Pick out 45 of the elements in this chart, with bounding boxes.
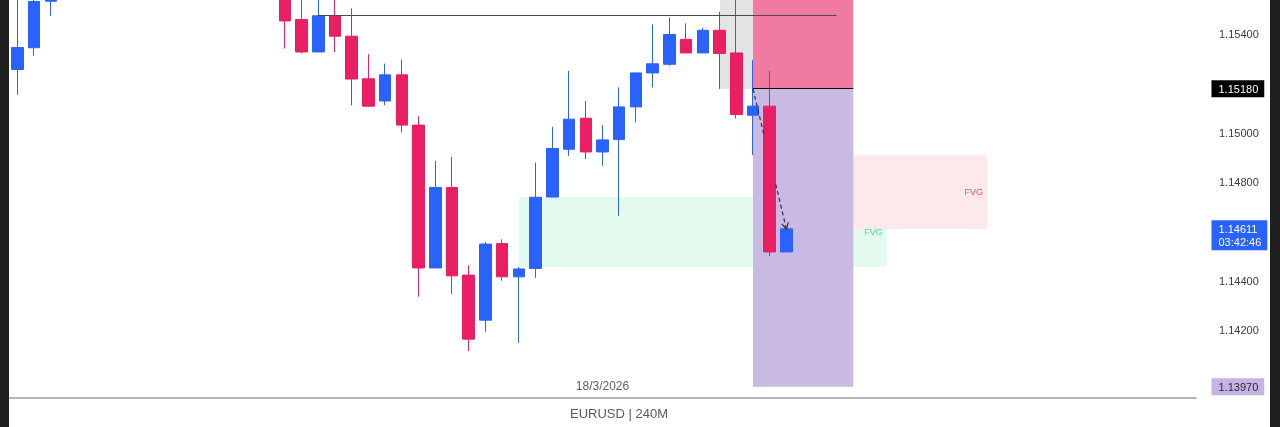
candlestick (747, 59, 759, 156)
candlestick (613, 86, 625, 217)
text: 1.13970 (1218, 380, 1259, 393)
candlestick (496, 238, 508, 282)
candlestick (646, 23, 659, 88)
candlestick (11, 0, 24, 96)
candlestick (763, 70, 776, 257)
candlestick (462, 264, 475, 352)
y-tick-label: 1.15400 (1219, 28, 1259, 41)
candlestick (412, 115, 425, 298)
candlestick (379, 63, 391, 106)
candlestick (446, 156, 458, 295)
y-tick-label: 1.15000 (1219, 126, 1259, 139)
text: EURUSD | 240M (570, 406, 669, 421)
text: 1.15180 (1218, 82, 1259, 95)
candlestick (28, 0, 40, 57)
y-tick-label: 1.14200 (1219, 324, 1259, 337)
candlestick (529, 162, 542, 279)
candlestick (697, 27, 709, 54)
candlestick (630, 72, 642, 123)
candlestick (329, 0, 341, 53)
candlestick (312, 0, 325, 53)
candlestick (663, 16, 676, 67)
candlestick (563, 70, 575, 157)
candlestick (45, 0, 57, 17)
candlestick (546, 126, 559, 198)
candlestick (513, 266, 525, 344)
band-label: FVG (964, 187, 984, 198)
candlestick (295, 0, 308, 54)
candlestick (279, 0, 291, 50)
candlestick (429, 160, 442, 269)
candlestick (680, 22, 692, 54)
candlestick (730, 0, 743, 119)
candlestick (345, 7, 358, 106)
candlestick (596, 124, 609, 167)
band-label: FVG (864, 227, 883, 237)
y-tick-label: 1.14800 (1219, 176, 1259, 189)
text: 1.14611 03:42:46 (1218, 222, 1262, 248)
candlestick (362, 53, 375, 108)
candlestick (713, 11, 726, 90)
candlestick (479, 241, 492, 333)
candlestick (580, 100, 592, 160)
candlestick (396, 58, 408, 133)
x-tick-label: 18/3/2026 (575, 379, 630, 393)
y-tick-label: 1.14400 (1219, 274, 1259, 287)
